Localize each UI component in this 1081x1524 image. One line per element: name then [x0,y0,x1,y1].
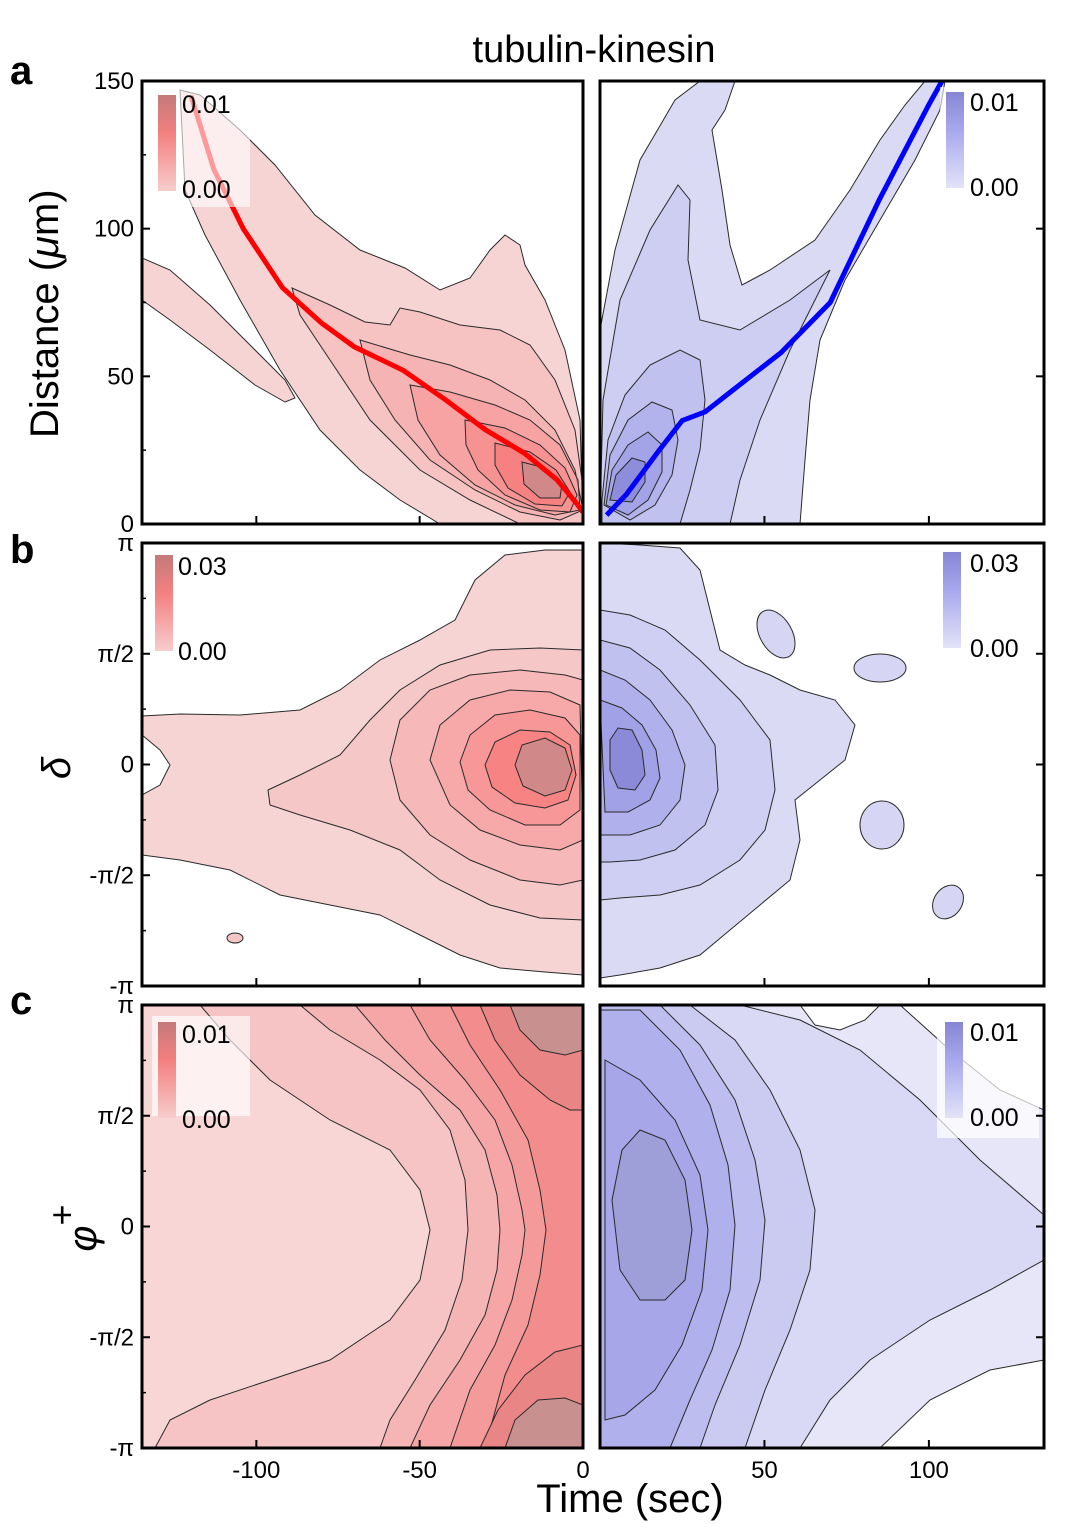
panel-c-ytick-label-4: π [117,992,134,1019]
panel-b-left-colorbar-min: 0.00 [178,638,227,666]
panel-c-left-colorbar-bar [158,1022,176,1118]
panel-b-left-colorbar: 0.03 0.00 [155,553,227,666]
panel-c-right-colorbar: 0.01 0.00 [937,1018,1039,1138]
panel-c-right-colorbar-bar [945,1022,963,1118]
panel-c-left-contour-peak-top [509,1005,583,1056]
panel-c-left-contour-5 [449,1005,583,1448]
panel-b-right-colorbar-bar [943,552,961,648]
panel-b-left-contours [142,543,583,976]
panel-c-xtick-label-right-1: 50 [751,1457,778,1484]
panel-c-xtick-label-left-0: -100 [232,1457,280,1484]
panel-c-right-colorbar-min: 0.00 [970,1104,1019,1132]
panel-c-left-contour-peak-bottom [504,1397,583,1448]
panel-a-right-colorbar-max: 0.01 [970,89,1019,117]
panel-a-ylabel-text: Distance ( [23,257,67,438]
panel-b-ytick-label-0: -π [109,973,134,1000]
panel-c-x-ticks: -100 -50 0 50 100 [232,1457,949,1484]
panel-b-y-ticks: -π -π/2 0 π/2 π [89,530,1044,1000]
panel-c-left-contours [142,1005,583,1448]
panel-c-ytick-label-0: -π [109,1435,134,1462]
panel-b-right-colorbar: 0.03 0.00 [943,550,1019,663]
panel-b-right-contour-blob-4 [932,884,964,920]
panel-letter-b: b [10,528,34,572]
panel-a-ytick-label-0: 0 [121,511,134,538]
panel-b-ytick-label-4: π [117,530,134,557]
panel-b-ytick-label-1: -π/2 [89,862,134,889]
panel-c-ylabel-sup: + [41,1204,82,1225]
panel-b-left-contour-islet [226,932,244,944]
panel-b-right-contour-blob-1 [756,609,796,659]
panel-b-ylabel: δ [35,756,79,779]
panel-a-right-trajectory [604,81,945,517]
panel-a-left-colorbar-min: 0.00 [182,176,231,204]
panel-letter-a: a [10,49,33,93]
panel-c-ytick-label-3: π/2 [97,1103,134,1130]
figure-title: tubulin-kinesin [473,29,716,71]
panel-a-ytick-label-3: 150 [94,68,134,95]
panel-a-right-contours [600,81,946,524]
panel-a: 0.01 0.00 0.01 0.00 0 50 100 150 Distance (… [23,68,1046,538]
panel-c-left-colorbar-max: 0.01 [182,1021,231,1049]
panel-b-right-contour-blob-2 [853,653,907,683]
panel-c-right-colorbar-max: 0.01 [970,1019,1019,1047]
panel-b-right-contours [600,543,964,979]
panel-a-ytick-label-1: 50 [107,363,134,390]
panel-a-ylabel: Distance (μm) [23,189,67,438]
panel-a-right-colorbar: 0.01 0.00 [940,87,1038,207]
panel-a-ylabel-unit: m) [23,189,67,236]
panel-b-left-contour-peak [514,737,573,797]
panel-a-left-colorbar-max: 0.01 [182,91,231,119]
panel-b-right-contour-peak [609,727,646,791]
panel-c-ylabel: φ+ [41,1204,105,1251]
panel-c-ytick-label-1: -π/2 [89,1324,134,1351]
panel-a-left-contour-island [142,257,296,403]
panel-a-right-frame [598,79,1046,526]
panel-c-ytick-label-2: 0 [121,1214,134,1241]
panel-c-right-contours [600,1005,1044,1448]
panel-a-ylabel-mu: μ [23,236,67,259]
panel-b-right-colorbar-max: 0.03 [970,550,1019,578]
panel-c-xtick-label-left-2: 0 [576,1457,589,1484]
panel-c-y-ticks: -π -π/2 0 π/2 π [89,992,1044,1462]
panel-c-xtick-label-right-2: 100 [909,1457,949,1484]
panel-c-left-colorbar: 0.01 0.00 [152,1016,250,1134]
panel-a-right-contour-peak [609,457,646,503]
panel-a-ytick-label-2: 100 [94,216,134,243]
panel-b-right-colorbar-min: 0.00 [970,635,1019,663]
x-axis-label: Time (sec) [536,1477,723,1521]
panel-c: 0.01 0.00 0.01 0.00 -π -π/2 0 π/2 π -100 -50 0… [41,992,1046,1484]
panel-b-left-colorbar-bar [155,555,173,651]
panel-c-right-contour-white-top [799,1005,881,1031]
panel-a-left-colorbar: 0.01 0.00 [150,87,250,207]
panel-c-left-colorbar-min: 0.00 [182,1106,231,1134]
panel-b: 0.03 0.00 0.03 0.00 -π -π/2 0 π/2 π δ [35,530,1046,1000]
panel-b-left-colorbar-max: 0.03 [178,553,227,581]
panel-a-left-colorbar-bar [158,95,176,191]
panel-a-right-colorbar-min: 0.00 [970,174,1019,202]
panel-letter-c: c [10,979,32,1023]
panel-a-y-ticks: 0 50 100 150 [94,68,1044,538]
panel-b-right-contour-blob-3 [859,800,905,850]
panel-a-left-contours [142,89,583,524]
panel-c-right-contour-white-br [879,1359,1044,1448]
panel-b-ytick-label-2: 0 [121,752,134,779]
panel-c-ylabel-symbol: φ [61,1225,105,1251]
panel-c-xtick-label-left-1: -50 [402,1457,437,1484]
panel-c-right-contour-peak [611,1129,693,1301]
panel-a-left-trajectory [188,95,583,514]
panel-b-ytick-label-3: π/2 [97,641,134,668]
panel-a-right-colorbar-bar [946,92,964,188]
